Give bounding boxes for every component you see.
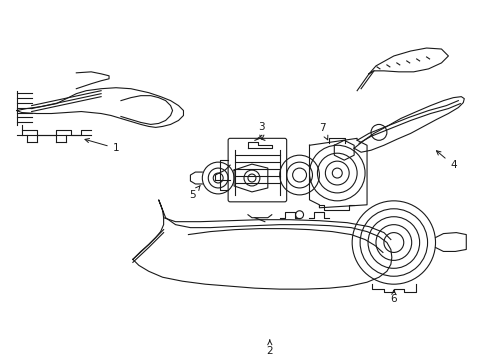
- Text: 7: 7: [319, 123, 327, 140]
- Text: 5: 5: [189, 185, 200, 200]
- Text: 6: 6: [390, 290, 396, 304]
- Text: 2: 2: [266, 340, 273, 356]
- Text: 4: 4: [436, 151, 456, 170]
- Text: 1: 1: [85, 139, 119, 153]
- Text: 3: 3: [258, 122, 264, 139]
